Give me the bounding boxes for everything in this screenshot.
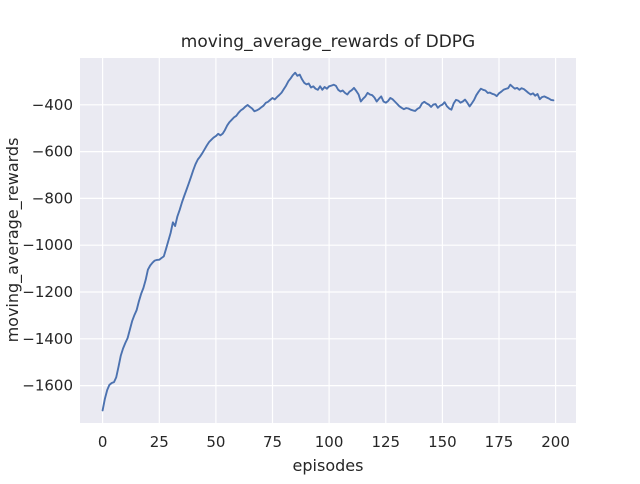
y-tick-label: −800 — [32, 189, 73, 207]
y-tick-labels: −400 −600 −800 −1000 −1200 −1400 −1600 — [22, 96, 73, 395]
x-tick-label: 75 — [263, 433, 282, 451]
y-tick-label: −1600 — [22, 377, 73, 395]
plot-area — [80, 58, 576, 423]
x-tick-label: 125 — [371, 433, 400, 451]
x-tick-label: 50 — [206, 433, 225, 451]
y-tick-label: −400 — [32, 96, 73, 114]
x-tick-label: 25 — [150, 433, 169, 451]
x-tick-label: 200 — [541, 433, 570, 451]
x-tick-labels: 0 25 50 75 100 125 150 175 200 — [98, 433, 570, 451]
x-axis-label: episodes — [293, 456, 364, 475]
y-tick-label: −1000 — [22, 236, 73, 254]
gridlines — [80, 58, 576, 423]
y-axis-label: moving_average_rewards — [3, 138, 23, 343]
x-tick-label: 0 — [98, 433, 108, 451]
chart-title: moving_average_rewards of DDPG — [181, 32, 475, 52]
y-tick-label: −1400 — [22, 330, 73, 348]
y-tick-label: −600 — [32, 143, 73, 161]
x-tick-label: 175 — [485, 433, 514, 451]
reward-line — [101, 71, 555, 412]
y-tick-label: −1200 — [22, 283, 73, 301]
x-tick-label: 150 — [428, 433, 457, 451]
x-tick-label: 100 — [315, 433, 344, 451]
